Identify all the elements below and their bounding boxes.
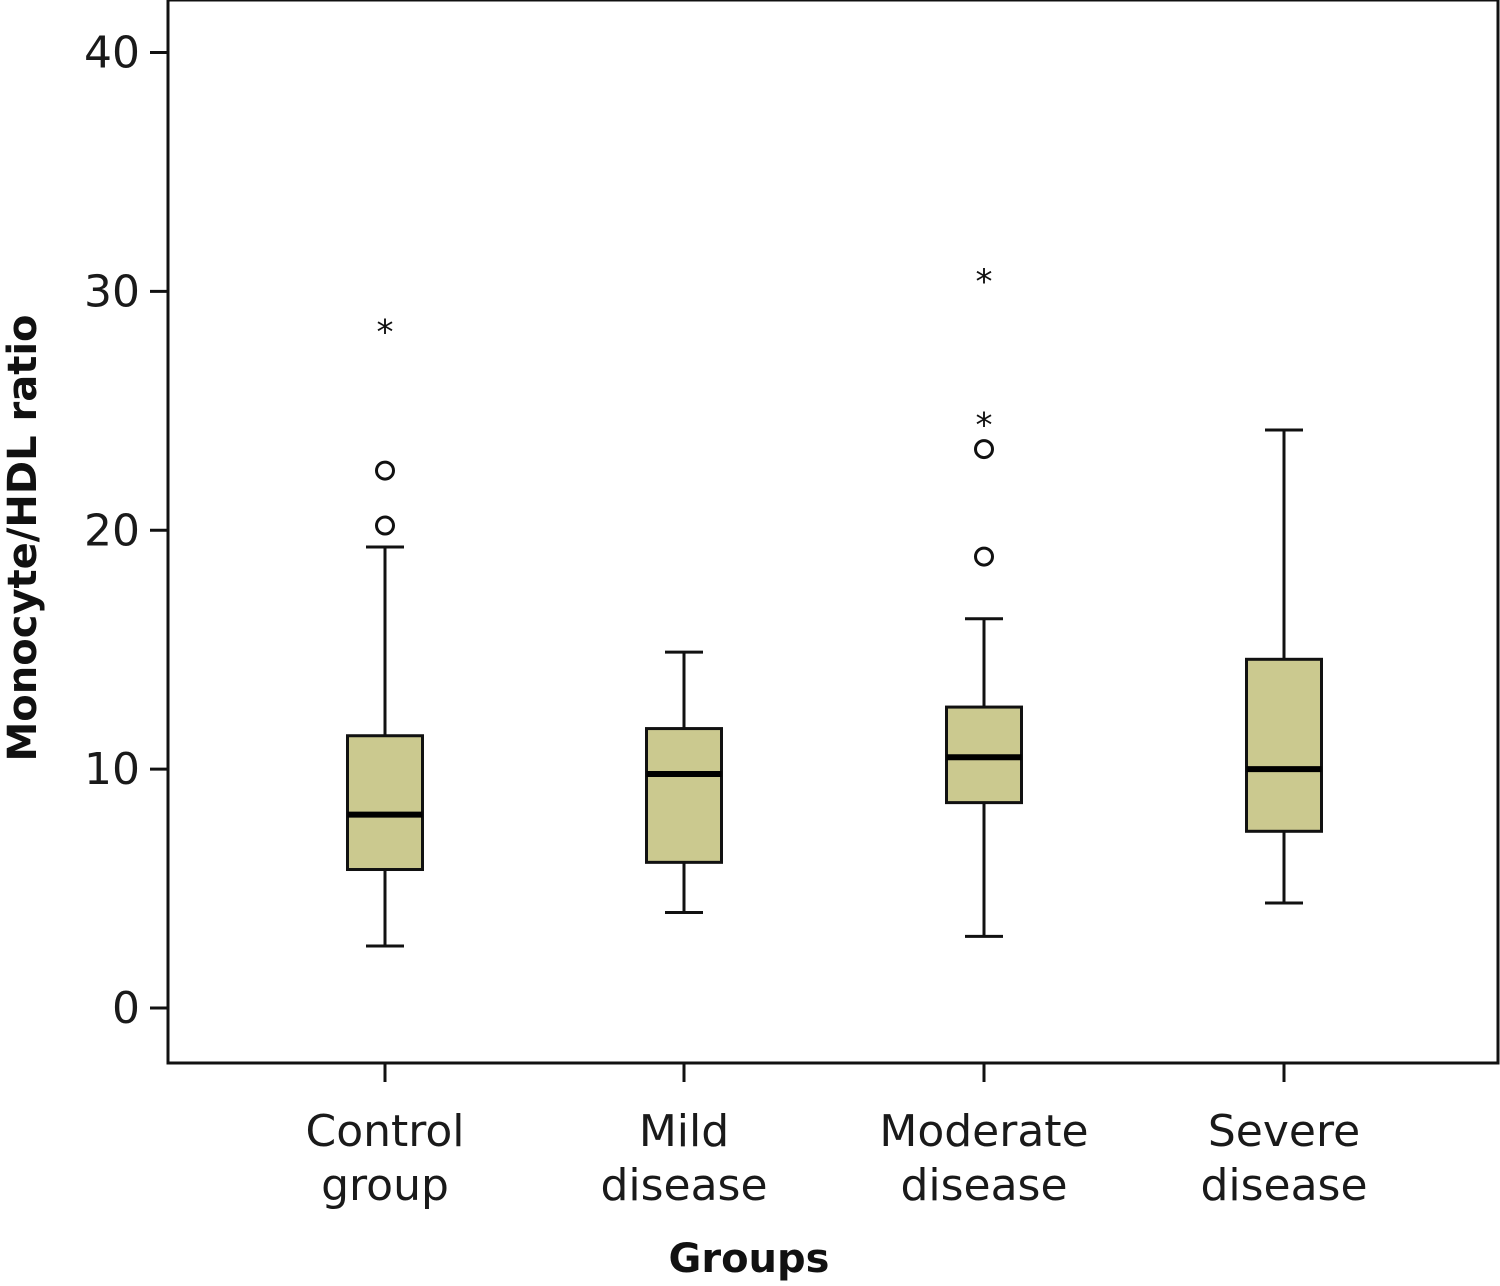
box: [645, 727, 723, 864]
box-group: [1245, 428, 1323, 905]
box: [346, 734, 424, 872]
x-axis: ControlgroupMilddiseaseModeratediseaseSe…: [305, 1063, 1368, 1211]
x-tick-label: Control: [305, 1106, 464, 1157]
box: [1245, 657, 1323, 833]
x-tick-label: group: [321, 1160, 449, 1211]
outlier-point: [974, 439, 994, 460]
box-group: *: [346, 312, 424, 948]
x-tick-label: Mild: [639, 1106, 729, 1157]
y-tick-label: 40: [84, 28, 140, 79]
y-tick-label: 0: [112, 983, 140, 1034]
outlier-point: [375, 515, 395, 536]
box-series: ***: [346, 262, 1323, 948]
outlier-point: [974, 546, 994, 567]
y-axis-title: Monocyte/HDL ratio: [0, 314, 46, 761]
extreme-point: *: [976, 405, 993, 445]
outlier-point: [375, 460, 395, 481]
x-tick-label: disease: [600, 1160, 767, 1211]
y-tick-label: 30: [84, 266, 140, 317]
x-tick-label: disease: [900, 1160, 1067, 1211]
y-tick-label: 10: [84, 744, 140, 795]
y-tick-label: 20: [84, 505, 140, 556]
extreme-point: *: [377, 312, 394, 352]
x-axis-title: Groups: [669, 1236, 830, 1282]
x-tick-label: Moderate: [879, 1106, 1088, 1157]
x-tick-label: Severe: [1208, 1106, 1360, 1157]
box-group: **: [945, 262, 1023, 938]
y-axis: 0 10 20 30 40: [84, 28, 168, 1034]
box-group: [645, 650, 723, 915]
extreme-point: *: [976, 262, 993, 302]
x-tick-label: disease: [1200, 1160, 1367, 1211]
